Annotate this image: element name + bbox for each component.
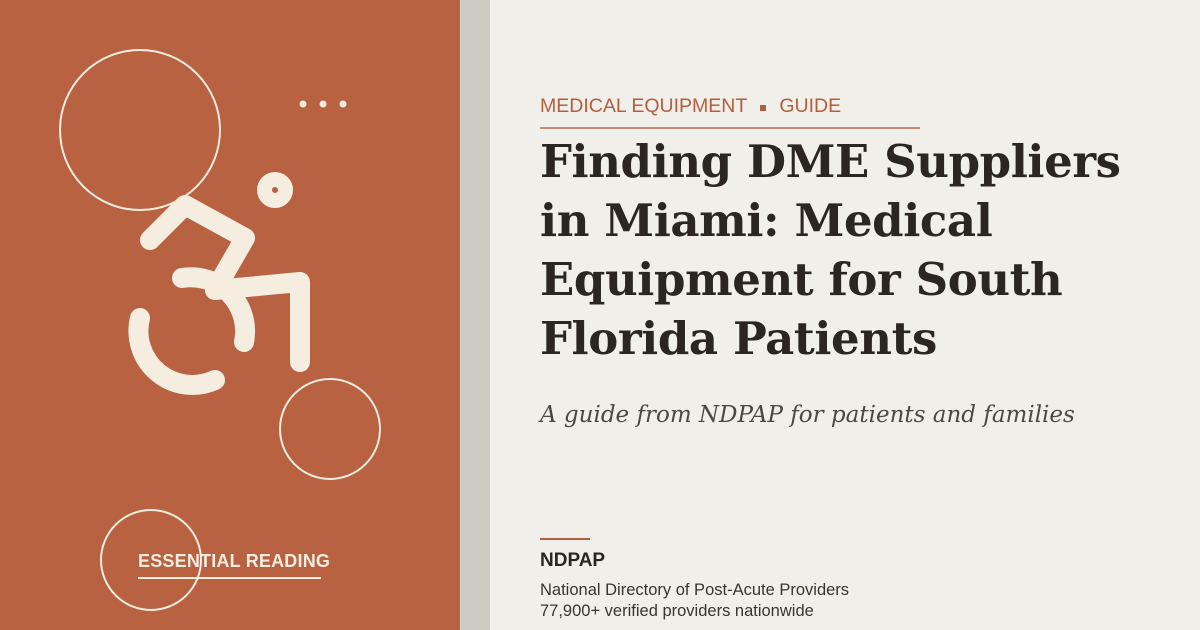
decorative-circle-medium [279, 378, 381, 480]
more-dots-icon [299, 100, 347, 108]
category-separator [760, 104, 767, 111]
subtitle: A guide from NDPAP for patients and fami… [540, 402, 1075, 428]
accent-panel: ESSENTIAL READING [0, 0, 460, 630]
essential-reading-badge: ESSENTIAL READING [138, 551, 331, 571]
category-secondary-label: GUIDE [779, 95, 842, 117]
brand-full-name: National Directory of Post-Acute Provide… [540, 581, 850, 599]
category-label: MEDICAL EQUIPMENT [540, 95, 748, 117]
badge-underline [138, 577, 321, 579]
brand-description: National Directory of Post-Acute Provide… [540, 580, 849, 622]
page-title: Finding DME Suppliers in Miami: Medical … [540, 135, 1121, 365]
brand-tagline: 77,900+ verified providers nationwide [540, 602, 814, 620]
decorative-circle-large [59, 49, 221, 211]
category-eyebrow: MEDICAL EQUIPMENT GUIDE [540, 95, 841, 118]
brand-name: NDPAP [540, 550, 606, 571]
content-column: MEDICAL EQUIPMENT GUIDE Finding DME Supp… [540, 0, 1160, 630]
hero-illustration [59, 49, 381, 611]
decorative-circle-small [100, 509, 202, 611]
category-rule [540, 127, 920, 129]
accessible-wheelchair-icon [128, 172, 310, 395]
brand-rule [540, 538, 590, 540]
divider-band [460, 0, 490, 630]
